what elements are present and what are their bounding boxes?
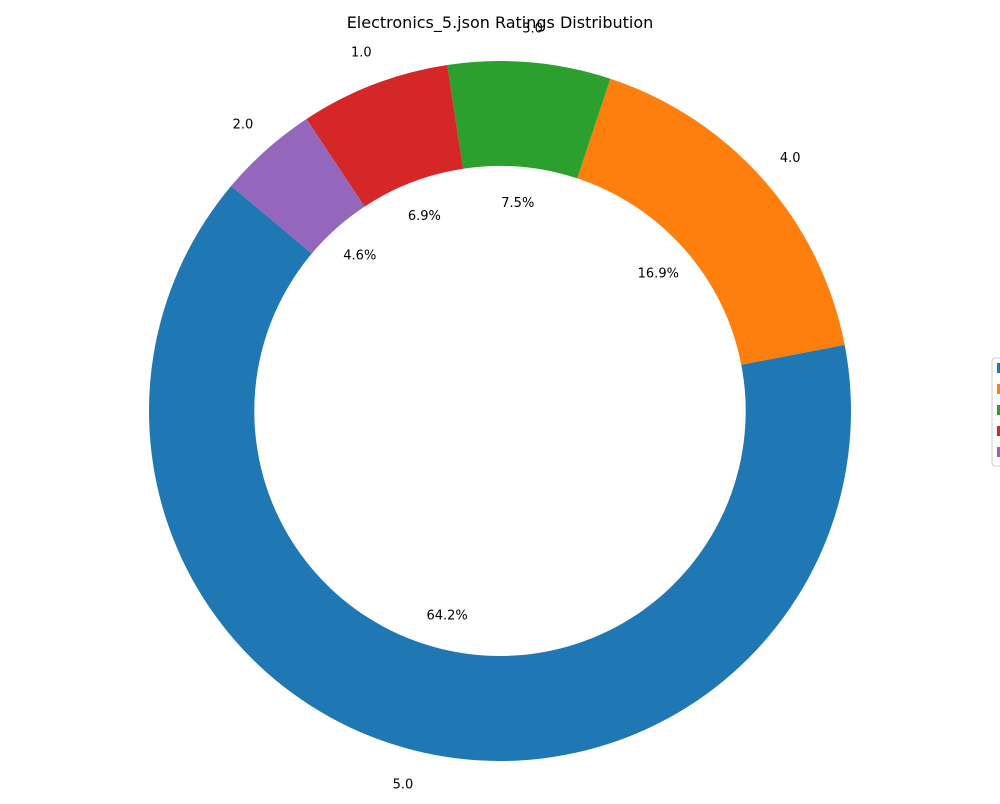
- legend: [991, 357, 1000, 467]
- slice-5-0: [148, 186, 851, 761]
- slices: [148, 60, 851, 761]
- category-label-4-0: 4.0: [780, 151, 801, 166]
- category-label-1-0: 1.0: [351, 46, 372, 61]
- legend-swatch-5-0: [997, 363, 1000, 373]
- legend-swatch-1-0: [997, 426, 1000, 436]
- legend-swatch-4-0: [997, 384, 1000, 394]
- category-label-3-0: 3.0: [522, 21, 543, 36]
- legend-swatch-3-0: [997, 405, 1000, 415]
- slice-2-0: [231, 118, 365, 254]
- slice-1-0: [306, 64, 464, 207]
- category-labels: 5.0 4.0 3.0 1.0 2.0: [233, 21, 801, 792]
- category-label-2-0: 2.0: [233, 118, 254, 133]
- slice-4-0: [577, 78, 845, 365]
- chart-title: Electronics_5.json Ratings Distribution: [347, 13, 654, 33]
- slice-3-0: [447, 60, 611, 179]
- pct-label-4-0: 16.9%: [638, 267, 679, 282]
- pct-labels: 64.2% 16.9% 7.5% 6.9% 4.6%: [343, 196, 679, 623]
- legend-swatch-2-0: [997, 447, 1000, 457]
- pct-label-5-0: 64.2%: [426, 608, 467, 623]
- pct-label-2-0: 4.6%: [343, 248, 376, 263]
- category-label-5-0: 5.0: [393, 778, 414, 793]
- pct-label-1-0: 6.9%: [408, 209, 441, 224]
- pct-label-3-0: 7.5%: [501, 196, 534, 211]
